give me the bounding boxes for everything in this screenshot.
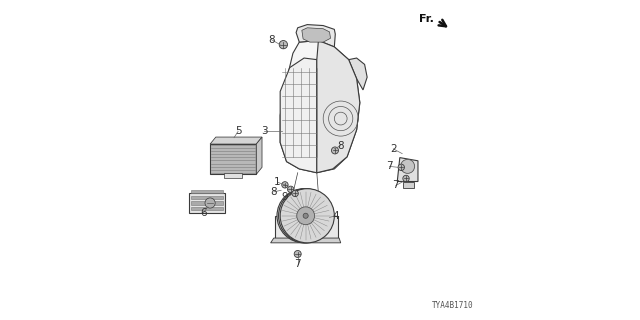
Polygon shape <box>280 58 317 173</box>
Polygon shape <box>302 28 330 42</box>
Text: 7: 7 <box>386 161 393 172</box>
Polygon shape <box>271 238 340 243</box>
Text: 4: 4 <box>333 211 339 221</box>
Text: 5: 5 <box>235 126 241 136</box>
Polygon shape <box>210 137 262 144</box>
Polygon shape <box>296 25 335 47</box>
Polygon shape <box>256 137 262 174</box>
Polygon shape <box>191 190 223 193</box>
Circle shape <box>294 251 301 258</box>
Circle shape <box>332 147 339 154</box>
Polygon shape <box>397 158 418 181</box>
Polygon shape <box>210 144 256 174</box>
Text: 8: 8 <box>268 35 275 44</box>
Text: 9: 9 <box>282 192 288 202</box>
Polygon shape <box>275 216 337 240</box>
Text: Fr.: Fr. <box>419 14 434 24</box>
Circle shape <box>277 189 331 243</box>
Text: TYA4B1710: TYA4B1710 <box>433 301 474 310</box>
Text: 1: 1 <box>275 177 281 187</box>
Polygon shape <box>288 58 350 166</box>
Circle shape <box>205 198 215 208</box>
Polygon shape <box>280 41 360 173</box>
Text: 3: 3 <box>261 126 268 136</box>
Polygon shape <box>191 196 223 199</box>
Text: 7: 7 <box>294 259 301 268</box>
Polygon shape <box>224 173 243 178</box>
Circle shape <box>278 189 333 243</box>
Circle shape <box>297 207 315 225</box>
Polygon shape <box>191 207 223 210</box>
Text: 7: 7 <box>392 180 399 190</box>
Circle shape <box>279 41 287 49</box>
Circle shape <box>280 189 334 243</box>
Circle shape <box>303 213 308 218</box>
Circle shape <box>292 190 298 197</box>
Text: 2: 2 <box>390 144 397 154</box>
Polygon shape <box>317 41 360 173</box>
Polygon shape <box>191 201 223 204</box>
Polygon shape <box>349 58 367 90</box>
Circle shape <box>287 186 294 193</box>
Circle shape <box>282 182 288 188</box>
Circle shape <box>401 159 415 173</box>
Polygon shape <box>189 193 225 213</box>
Text: 8: 8 <box>337 141 344 151</box>
Polygon shape <box>403 181 414 188</box>
Text: 6: 6 <box>200 208 207 218</box>
Circle shape <box>398 164 404 171</box>
Text: 8: 8 <box>271 187 277 197</box>
Circle shape <box>403 175 409 182</box>
